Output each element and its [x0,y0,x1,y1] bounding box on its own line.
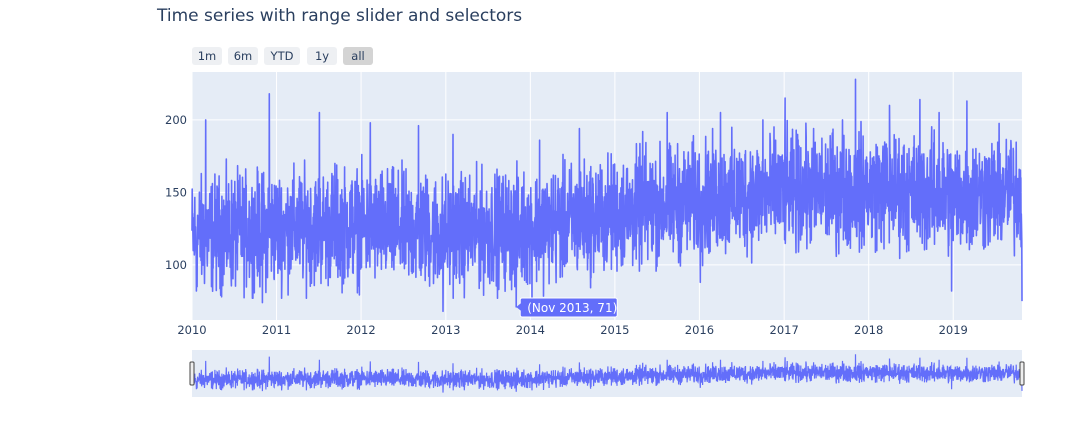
x-tick-label: 2013 [431,323,460,337]
x-tick-label: 2011 [262,323,291,337]
x-tick-label: 2016 [685,323,714,337]
series-line[interactable] [191,78,1023,313]
x-tick-label: 2014 [516,323,545,337]
y-tick-label: 100 [165,258,187,272]
range-slider-right-handle[interactable] [1019,361,1025,386]
hover-label-text: (Nov 2013, 71) [527,301,617,315]
y-tick-label: 150 [165,185,187,199]
x-tick-label: 2017 [770,323,799,337]
chart-title: Time series with range slider and select… [157,6,523,26]
x-tick-label: 2010 [177,323,206,337]
range-button-6m[interactable]: 6m [228,47,258,65]
x-tick-label: 2012 [346,323,375,337]
range-slider-series-line [191,354,1023,393]
range-slider-left-handle[interactable] [189,361,195,386]
x-tick-label: 2015 [600,323,629,337]
hover-label-pointer [516,302,522,311]
range-button-1m[interactable]: 1m [192,47,222,65]
x-tick-label: 2019 [939,323,968,337]
range-button-ytd[interactable]: YTD [264,47,300,65]
y-tick-label: 200 [165,113,187,127]
range-button-1y[interactable]: 1y [307,47,337,65]
range-button-all[interactable]: all [343,47,373,65]
x-tick-label: 2018 [854,323,883,337]
